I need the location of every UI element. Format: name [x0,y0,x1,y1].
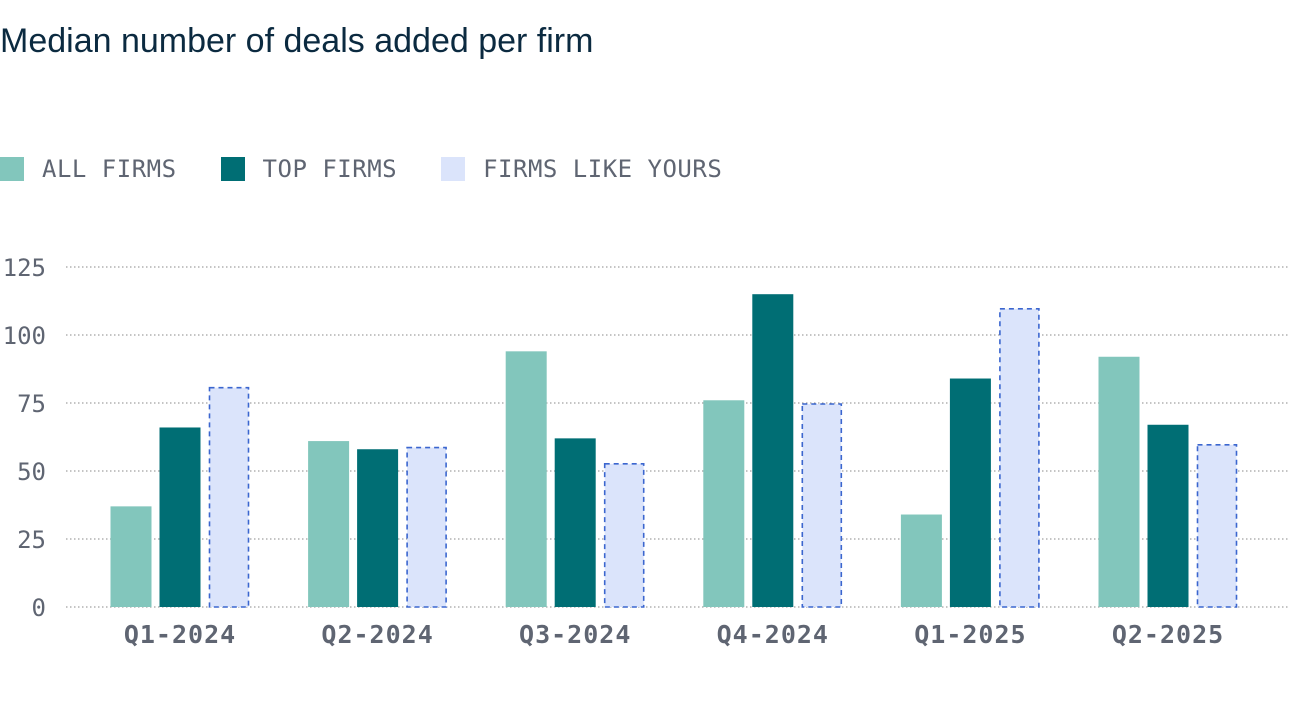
bar-all-firms-q4-2024 [703,400,745,607]
legend: ALL FIRMS TOP FIRMS FIRMS LIKE YOURS [0,155,766,183]
legend-label-all-firms: ALL FIRMS [42,155,177,183]
y-tick-label-25: 25 [17,526,46,554]
y-tick-label-0: 0 [32,594,46,622]
legend-item-firms-like-yours[interactable]: FIRMS LIKE YOURS [441,155,722,183]
x-tick-label-q2-2024: Q2-2024 [321,620,433,649]
legend-label-firms-like-yours: FIRMS LIKE YOURS [483,155,723,183]
legend-swatch-top-firms [220,157,245,181]
legend-swatch-all-firms [0,157,24,181]
bar-top-firms-q1-2024 [159,427,201,607]
x-tick-label-q1-2024: Q1-2024 [124,620,236,649]
x-tick-label-q2-2025: Q2-2025 [1112,620,1224,649]
bar-firms-like-yours-q2-2024 [406,446,447,608]
bar-all-firms-q1-2024 [110,506,152,607]
legend-swatch-firms-like-yours [441,157,466,181]
chart-title: Median number of deals added per firm [0,22,594,60]
legend-item-all-firms[interactable]: ALL FIRMS [0,155,177,183]
bar-firms-like-yours-q2-2025 [1196,443,1238,608]
bar-firms-like-yours-q3-2024 [603,463,645,608]
x-axis: Q1-2024 Q2-2024 Q3-2024 Q4-2024 Q1-2025 Q2-20… [124,620,1224,649]
y-tick-label-100: 100 [3,322,46,350]
bars [110,294,1238,608]
y-tick-label-50: 50 [17,458,46,486]
bar-all-firms-q1-2025 [900,514,942,607]
bar-firms-like-yours-q4-2024 [801,403,843,608]
legend-label-top-firms: TOP FIRMS [262,155,398,183]
bar-all-firms-q2-2025 [1098,356,1140,607]
bar-top-firms-q3-2024 [554,438,596,607]
bar-top-firms-q1-2025 [949,378,991,607]
bar-all-firms-q3-2024 [505,351,547,607]
bar-top-firms-q2-2024 [357,449,399,607]
bar-top-firms-q4-2024 [752,294,794,607]
x-tick-label-q4-2024: Q4-2024 [717,620,829,649]
bar-top-firms-q2-2025 [1147,424,1189,607]
bar-firms-like-yours-q1-2024 [208,386,250,608]
bar-all-firms-q2-2024 [308,441,350,607]
bar-firms-like-yours-q1-2025 [999,307,1040,608]
x-tick-label-q1-2025: Q1-2025 [914,620,1026,649]
x-tick-label-q3-2024: Q3-2024 [519,620,631,649]
y-axis: 0 25 50 75 100 125 [3,254,46,622]
y-tick-label-75: 75 [17,390,46,418]
legend-item-top-firms[interactable]: TOP FIRMS [220,155,398,183]
y-tick-label-125: 125 [3,254,46,282]
